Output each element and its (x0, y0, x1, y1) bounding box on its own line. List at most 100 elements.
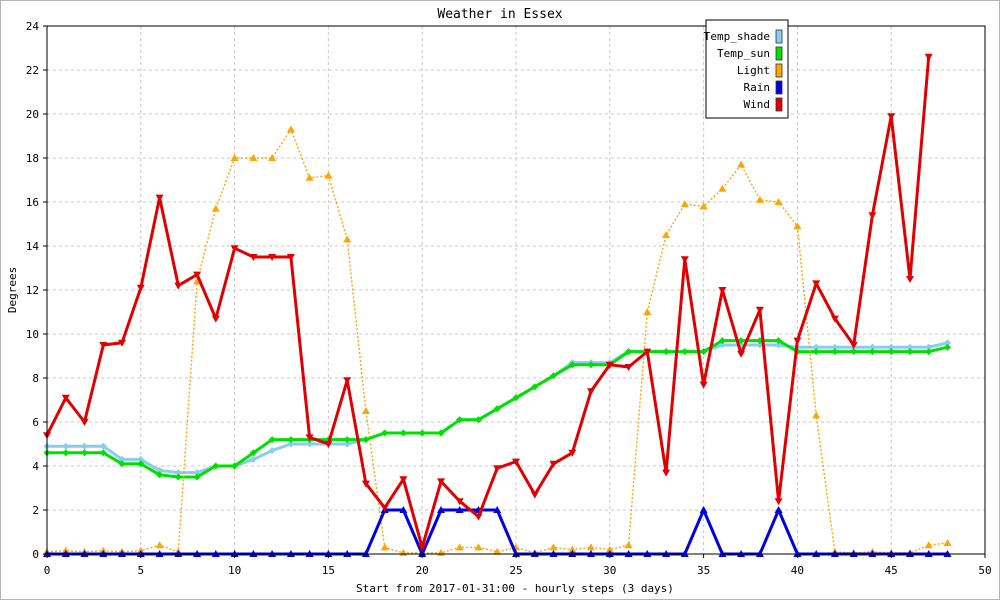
data-point-temp-shade (887, 343, 895, 351)
data-point-temp-sun (81, 449, 88, 457)
data-point-temp-shade (831, 343, 839, 351)
data-point-light (493, 547, 502, 555)
data-point-wind (680, 256, 689, 264)
data-point-temp-sun (925, 348, 933, 356)
data-point-wind (136, 284, 145, 292)
data-point-light (249, 154, 258, 161)
data-point-wind (80, 419, 89, 426)
series-lines (43, 53, 952, 557)
y-tick-label: 22 (26, 64, 39, 77)
x-tick-label: 30 (603, 564, 616, 577)
data-point-wind (474, 513, 483, 521)
data-point-rain (455, 506, 464, 513)
data-point-temp-sun (831, 348, 839, 356)
data-point-wind (906, 276, 914, 283)
data-point-temp-sun (193, 473, 201, 481)
x-tick-label: 45 (885, 564, 898, 577)
legend-label-rain: Rain (744, 81, 771, 94)
data-point-light (155, 541, 164, 549)
data-point-temp-shade (306, 440, 314, 448)
data-point-temp-sun (868, 348, 876, 356)
data-point-wind (718, 287, 727, 294)
data-point-temp-sun (681, 348, 689, 356)
data-point-wind (286, 254, 295, 261)
data-point-wind (437, 478, 445, 486)
data-point-temp-sun (737, 337, 745, 345)
axes (43, 25, 986, 558)
data-point-temp-sun (174, 473, 182, 481)
y-tick-label: 0 (32, 548, 39, 561)
y-tick-label: 6 (32, 416, 39, 429)
data-point-temp-sun (212, 462, 220, 470)
data-point-temp-sun (700, 348, 708, 356)
data-point-wind (343, 377, 352, 385)
data-point-temp-sun (493, 405, 501, 413)
data-point-rain (437, 506, 445, 513)
legend-swatch-temp-sun (775, 46, 783, 61)
data-point-temp-shade (343, 440, 351, 448)
data-point-light (812, 411, 821, 419)
y-tick-label: 8 (32, 372, 39, 385)
data-point-wind (399, 476, 408, 484)
data-point-temp-shade (756, 341, 764, 349)
data-point-wind (587, 388, 595, 396)
legend: Temp_shade Temp_sun Light Rain Wind (704, 19, 789, 119)
data-point-light (305, 173, 314, 181)
data-point-wind (512, 458, 520, 466)
series-line-light (46, 128, 948, 554)
data-point-wind (211, 315, 220, 323)
data-point-light (605, 545, 614, 553)
data-point-light (343, 235, 352, 243)
data-point-light (268, 154, 277, 161)
x-tick-label: 35 (697, 564, 710, 577)
data-point-wind (193, 271, 202, 279)
y-tick-label: 16 (26, 196, 39, 209)
data-point-temp-shade (81, 442, 88, 450)
data-point-rain (774, 506, 783, 513)
tick-labels: 0 5 10 15 20 25 30 35 40 45 5002468101214161820222… (26, 20, 992, 577)
data-point-temp-sun (437, 429, 445, 437)
data-point-wind (924, 53, 933, 61)
data-point-light (793, 222, 802, 230)
data-point-wind (155, 194, 164, 202)
legend-box (705, 19, 789, 119)
data-point-light (324, 171, 333, 179)
data-point-wind (530, 491, 539, 499)
data-point-light (361, 407, 370, 414)
data-point-wind (230, 245, 239, 253)
x-tick-label: 25 (509, 564, 522, 577)
data-point-wind (624, 364, 633, 371)
data-point-light (680, 200, 689, 208)
data-point-light (774, 198, 783, 205)
data-point-temp-shade (944, 339, 951, 347)
y-tick-label: 12 (26, 284, 39, 297)
legend-label-light: Light (737, 64, 770, 77)
series-line-rain (47, 508, 948, 556)
x-tick-label: 50 (978, 564, 991, 577)
data-point-temp-shade (906, 343, 914, 351)
data-point-temp-shade (99, 442, 107, 450)
data-point-temp-sun (625, 348, 633, 356)
data-point-wind (643, 348, 652, 356)
data-point-temp-sun (662, 348, 670, 356)
data-point-temp-sun (399, 429, 407, 437)
legend-swatch-temp-shade (775, 29, 783, 44)
data-point-temp-sun (775, 337, 783, 345)
data-point-wind (455, 498, 464, 506)
data-point-wind (99, 342, 108, 349)
data-point-temp-sun (587, 361, 595, 369)
series-line-wind (45, 56, 931, 549)
data-point-wind (812, 280, 821, 288)
y-tick-label: 10 (26, 328, 39, 341)
data-point-wind (61, 394, 70, 402)
data-point-temp-sun (456, 416, 464, 424)
data-point-temp-sun (287, 436, 295, 444)
data-point-temp-sun (156, 471, 164, 479)
y-tick-label: 24 (26, 20, 40, 33)
x-tick-label: 5 (137, 564, 144, 577)
data-point-light (755, 195, 764, 203)
data-point-temp-sun (906, 348, 914, 356)
data-point-temp-sun (531, 383, 539, 391)
